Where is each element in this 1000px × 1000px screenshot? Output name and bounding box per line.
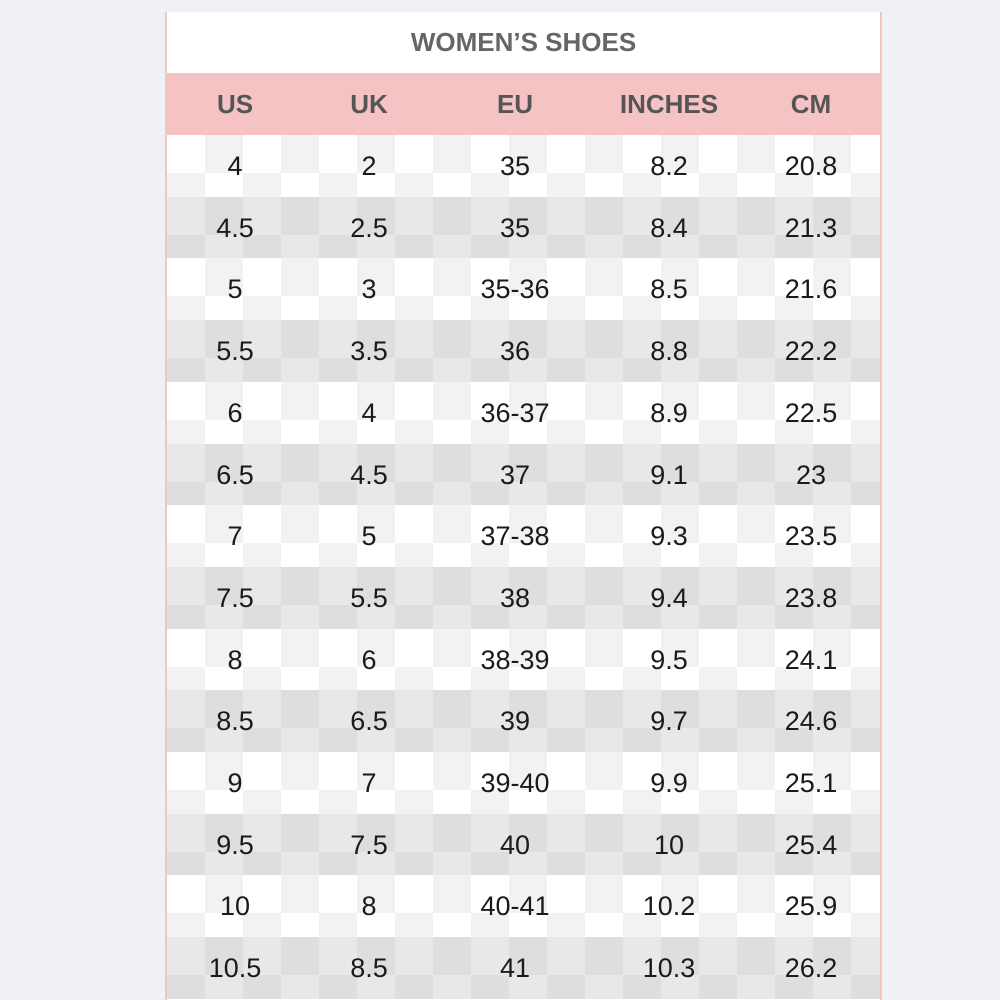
table-cell: 7: [361, 768, 377, 798]
header-cell: EU: [496, 89, 534, 119]
table-cell: 25.4: [784, 829, 838, 860]
table-cell: 6: [227, 397, 243, 428]
table-cell: 23.5: [784, 521, 838, 552]
table-cell: 23: [795, 459, 827, 490]
table-cell: 8.4: [650, 212, 688, 243]
table-cell: 10: [653, 829, 685, 860]
table-cell: 6: [361, 644, 377, 675]
table-cell: 8.9: [650, 397, 688, 428]
table-cell: 5.5: [350, 582, 388, 613]
table-row: 10.5 8.5 41 10.3 26.2: [167, 937, 880, 1000]
table-cell: 39-40: [480, 768, 550, 798]
table-cell: 9.9: [650, 768, 688, 798]
table-row: 5.5 3.5 36 8.8 22.2: [167, 320, 880, 383]
table-cell: 2: [361, 151, 377, 181]
table-cell: 37-38: [480, 521, 550, 552]
table-cell: 40: [499, 829, 531, 860]
table-cell: 21.6: [784, 274, 838, 305]
table-cell: 9.5: [650, 644, 688, 675]
table-cell: 6.5: [216, 459, 254, 490]
table-cell: 6.5: [350, 706, 388, 737]
table-cell: 3.5: [350, 336, 388, 367]
table-cell: 41: [499, 953, 531, 984]
table-row: 6 4 36-37 8.9 22.5: [167, 381, 880, 444]
table-cell: 4: [361, 397, 377, 428]
table-cell: 38: [499, 582, 531, 613]
table-cell: 10.3: [642, 953, 696, 984]
table-cell: 9.4: [650, 582, 688, 613]
header-cell: US: [216, 89, 254, 119]
table-cell: 8.5: [350, 953, 388, 984]
header-cell: CM: [790, 89, 832, 119]
table-cell: 21.3: [784, 212, 838, 243]
table-cell: 23.8: [784, 582, 838, 613]
table-cell: 8.2: [650, 151, 688, 181]
table-cell: 10.5: [208, 953, 262, 984]
table-cell: 8.5: [216, 706, 254, 737]
table-cell: 37: [499, 459, 531, 490]
table-row: 4 2 35 8.2 20.8: [167, 135, 880, 197]
table-cell: 5: [227, 274, 243, 305]
table-cell: 8: [227, 644, 243, 675]
table-cell: 4.5: [350, 459, 388, 490]
table-row: 8 6 38-39 9.5 24.1: [167, 628, 880, 691]
table-row: 9.5 7.5 40 10 25.4: [167, 813, 880, 876]
table-cell: 10: [219, 891, 251, 922]
header-row: US UK EU INCHES CM: [167, 73, 880, 135]
table-cell: 7: [227, 521, 243, 552]
size-chart: WOMEN’S SHOES US UK EU INCHES CM 4 2 35 8.2 20.8 4…: [165, 12, 882, 1000]
table-cell: 9.5: [216, 829, 254, 860]
table-cell: 5: [361, 521, 377, 552]
table-cell: 2.5: [350, 212, 388, 243]
table-cell: 24.1: [784, 644, 838, 675]
table-cell: 7.5: [350, 829, 388, 860]
table-cell: 20.8: [784, 151, 838, 181]
table-cell: 25.9: [784, 891, 838, 922]
table-cell: 9.7: [650, 706, 688, 737]
table-cell: 4.5: [216, 212, 254, 243]
table-cell: 36-37: [480, 397, 550, 428]
table-cell: 38-39: [480, 644, 550, 675]
table-cell: 9.3: [650, 521, 688, 552]
table-row: 9 7 39-40 9.9 25.1: [167, 752, 880, 814]
table-cell: 40-41: [480, 891, 550, 922]
table-cell: 4: [227, 151, 243, 181]
table-row: 7 5 37-38 9.3 23.5: [167, 505, 880, 568]
table-row: 6.5 4.5 37 9.1 23: [167, 443, 880, 506]
table-row: 8.5 6.5 39 9.7 24.6: [167, 690, 880, 753]
table-cell: 5.5: [216, 336, 254, 367]
table-cell: 8: [361, 891, 377, 922]
table-cell: 39: [499, 706, 531, 737]
table-cell: 25.1: [784, 768, 838, 798]
table-cell: 7.5: [216, 582, 254, 613]
table-cell: 35: [499, 151, 531, 181]
table-row: 7.5 5.5 38 9.4 23.8: [167, 566, 880, 629]
table-cell: 8.5: [650, 274, 688, 305]
table-cell: 35-36: [480, 274, 550, 305]
table-cell: 36: [499, 336, 531, 367]
table-cell: 9.1: [650, 459, 688, 490]
header-cell: INCHES: [619, 89, 719, 119]
table-cell: 24.6: [784, 706, 838, 737]
table-cell: 35: [499, 212, 531, 243]
table-cell: 22.5: [784, 397, 838, 428]
table-cell: 9: [227, 768, 243, 798]
table-cell: 22.2: [784, 336, 838, 367]
table-cell: 3: [361, 274, 377, 305]
table-row: 10 8 40-41 10.2 25.9: [167, 875, 880, 938]
table-cell: 26.2: [784, 953, 838, 984]
table-row: 5 3 35-36 8.5 21.6: [167, 258, 880, 321]
table-cell: 8.8: [650, 336, 688, 367]
header-cell: UK: [350, 89, 388, 119]
table-cell: 10.2: [642, 891, 696, 922]
table-row: 4.5 2.5 35 8.4 21.3: [167, 196, 880, 259]
chart-title: WOMEN’S SHOES: [410, 27, 637, 57]
